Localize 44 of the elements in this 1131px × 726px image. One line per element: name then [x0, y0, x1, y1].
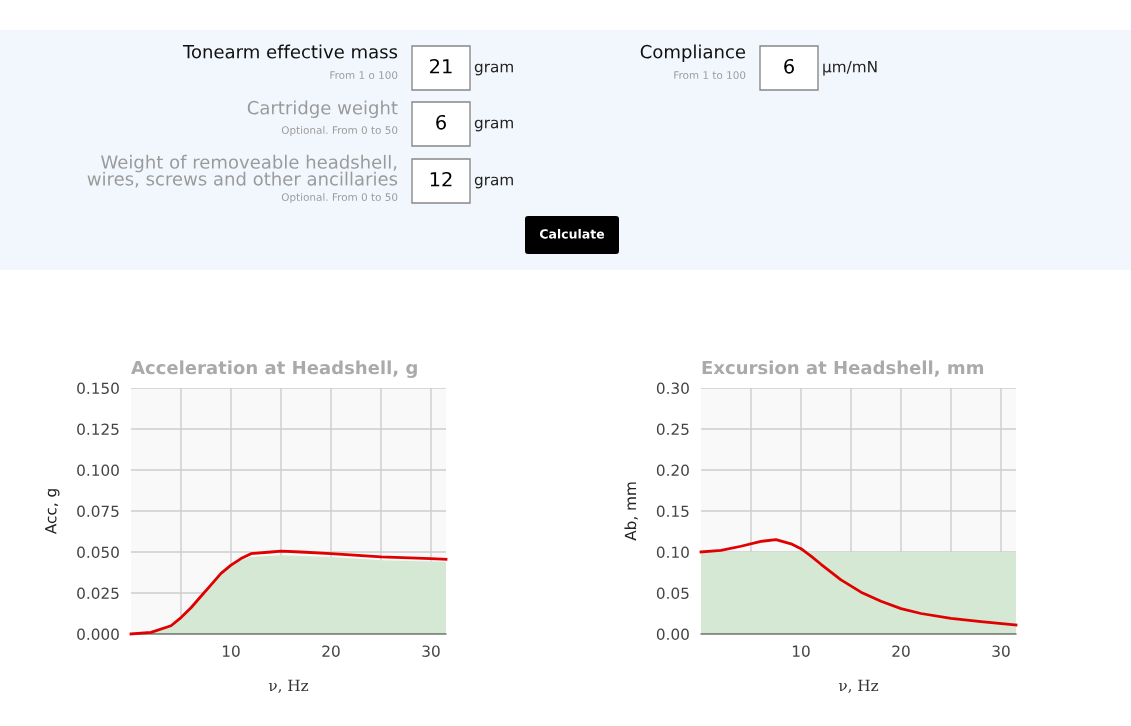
text: gram [474, 176, 513, 189]
text: Calculate [539, 228, 605, 239]
text: gram [474, 63, 513, 76]
y-tick-label: 0.150 [77, 382, 119, 395]
y-tick-label: 0.30 [656, 382, 689, 395]
line-series [699, 538, 1018, 627]
y-tick-label: 0.05 [656, 587, 689, 600]
y-tick-label: 0.15 [656, 505, 689, 518]
text: Weight of removeable headshell, wires, screws and other ancillaries [87, 154, 398, 188]
text: From 1 o 100 [330, 71, 398, 80]
x-tick-label: 20 [892, 645, 910, 657]
y-tick-label: 0.00 [656, 628, 689, 641]
x-axis-title: ν, Hz [838, 679, 879, 694]
x-axis-title: ν, Hz [268, 679, 309, 694]
chart-title: Acceleration at Headshell, g [131, 360, 417, 379]
text: 6 [436, 114, 446, 130]
y-axis-title: Ab, mm [624, 482, 638, 541]
y-tick-label: 0.10 [656, 546, 689, 559]
y-tick-label: 0.125 [77, 423, 119, 436]
y-tick-label: 0.000 [77, 628, 119, 641]
x-tick-label: 30 [992, 645, 1010, 657]
y-axis-title: Acc, g [45, 489, 60, 535]
y-tick-label: 0.075 [77, 505, 119, 518]
text: 6 [784, 58, 794, 74]
text: Compliance [640, 44, 746, 62]
x-tick-label: 30 [422, 645, 440, 657]
y-tick-label: 0.025 [77, 587, 119, 600]
text: Optional. From 0 to 50 [281, 192, 398, 204]
text: 12 [430, 171, 452, 187]
text: gram [474, 119, 513, 132]
x-tick-label: 10 [792, 645, 810, 657]
text: Optional. From 0 to 50 [281, 125, 398, 137]
y-tick-label: 0.20 [656, 464, 689, 477]
y-tick-label: 0.25 [656, 423, 689, 436]
text: μm/mN [823, 61, 877, 76]
x-tick-label: 10 [222, 645, 240, 657]
text: 21 [430, 58, 452, 74]
y-tick-label: 0.100 [77, 464, 119, 477]
x-tick-label: 20 [322, 645, 340, 657]
chart-title: Excursion at Headshell, mm [702, 360, 984, 377]
text: Tonearm effective mass [182, 44, 398, 59]
y-tick-label: 0.050 [77, 546, 119, 559]
text: From 1 to 100 [674, 71, 746, 80]
text: Cartridge weight [247, 100, 398, 118]
